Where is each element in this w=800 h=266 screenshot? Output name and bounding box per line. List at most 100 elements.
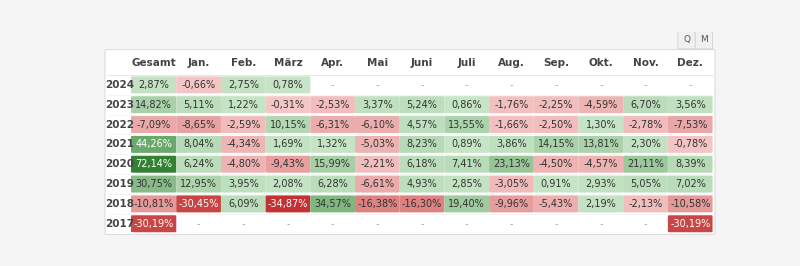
Text: -6,10%: -6,10% — [360, 119, 394, 130]
Text: 14,82%: 14,82% — [135, 100, 172, 110]
Text: -34,87%: -34,87% — [268, 199, 308, 209]
FancyBboxPatch shape — [355, 96, 400, 113]
Text: 3,95%: 3,95% — [228, 179, 258, 189]
Text: 1,32%: 1,32% — [318, 139, 348, 149]
Text: -30,19%: -30,19% — [134, 219, 174, 229]
FancyBboxPatch shape — [445, 156, 489, 173]
FancyBboxPatch shape — [445, 196, 489, 212]
Text: -6,61%: -6,61% — [360, 179, 394, 189]
Text: 12,95%: 12,95% — [180, 179, 217, 189]
FancyBboxPatch shape — [668, 196, 713, 212]
FancyBboxPatch shape — [266, 116, 310, 133]
Text: -: - — [599, 219, 602, 229]
Text: -5,43%: -5,43% — [539, 199, 574, 209]
Text: 7,02%: 7,02% — [674, 179, 706, 189]
Text: Mai: Mai — [367, 58, 388, 68]
FancyBboxPatch shape — [176, 156, 221, 173]
Text: -2,25%: -2,25% — [539, 100, 574, 110]
Text: -: - — [331, 219, 334, 229]
Text: 5,11%: 5,11% — [183, 100, 214, 110]
FancyBboxPatch shape — [221, 196, 266, 212]
Text: 13,55%: 13,55% — [448, 119, 486, 130]
Text: Dez.: Dez. — [678, 58, 703, 68]
FancyBboxPatch shape — [534, 176, 578, 193]
FancyBboxPatch shape — [489, 156, 534, 173]
FancyBboxPatch shape — [310, 116, 355, 133]
Text: Jan.: Jan. — [187, 58, 210, 68]
FancyBboxPatch shape — [310, 176, 355, 193]
FancyBboxPatch shape — [176, 176, 221, 193]
FancyBboxPatch shape — [176, 196, 221, 212]
FancyBboxPatch shape — [578, 96, 623, 113]
FancyBboxPatch shape — [176, 76, 221, 93]
Text: 2,87%: 2,87% — [138, 80, 169, 90]
FancyBboxPatch shape — [176, 96, 221, 113]
Text: 3,86%: 3,86% — [496, 139, 526, 149]
FancyBboxPatch shape — [266, 76, 310, 93]
Text: 14,15%: 14,15% — [538, 139, 574, 149]
Text: Gesamt: Gesamt — [131, 58, 176, 68]
Text: -: - — [510, 219, 513, 229]
Text: Juli: Juli — [458, 58, 476, 68]
Text: 2,19%: 2,19% — [586, 199, 616, 209]
FancyBboxPatch shape — [400, 136, 445, 153]
Text: -: - — [554, 219, 558, 229]
FancyBboxPatch shape — [623, 156, 668, 173]
FancyBboxPatch shape — [400, 156, 445, 173]
Text: 0,91%: 0,91% — [541, 179, 571, 189]
FancyBboxPatch shape — [668, 96, 713, 113]
Text: 6,18%: 6,18% — [406, 159, 438, 169]
Text: -: - — [510, 80, 513, 90]
Text: 2018: 2018 — [105, 199, 134, 209]
Text: -4,34%: -4,34% — [226, 139, 260, 149]
Text: M: M — [700, 35, 708, 44]
Text: 2,75%: 2,75% — [228, 80, 258, 90]
FancyBboxPatch shape — [623, 196, 668, 212]
Text: Q: Q — [683, 35, 690, 44]
Text: 6,24%: 6,24% — [183, 159, 214, 169]
FancyBboxPatch shape — [355, 156, 400, 173]
Text: -4,50%: -4,50% — [539, 159, 574, 169]
Text: 8,39%: 8,39% — [675, 159, 706, 169]
FancyBboxPatch shape — [355, 136, 400, 153]
Text: -4,57%: -4,57% — [584, 159, 618, 169]
FancyBboxPatch shape — [623, 176, 668, 193]
FancyBboxPatch shape — [221, 76, 266, 93]
Text: 2,93%: 2,93% — [586, 179, 616, 189]
FancyBboxPatch shape — [355, 176, 400, 193]
FancyBboxPatch shape — [355, 116, 400, 133]
FancyBboxPatch shape — [578, 196, 623, 212]
FancyBboxPatch shape — [623, 116, 668, 133]
FancyBboxPatch shape — [668, 215, 713, 232]
Text: März: März — [274, 58, 302, 68]
Text: -1,66%: -1,66% — [494, 119, 529, 130]
Text: -: - — [376, 80, 379, 90]
Text: -2,13%: -2,13% — [628, 199, 662, 209]
FancyBboxPatch shape — [310, 96, 355, 113]
Text: 13,81%: 13,81% — [582, 139, 619, 149]
Text: 0,78%: 0,78% — [273, 80, 303, 90]
Text: -16,30%: -16,30% — [402, 199, 442, 209]
Text: 1,22%: 1,22% — [228, 100, 258, 110]
Text: -8,65%: -8,65% — [182, 119, 216, 130]
FancyBboxPatch shape — [489, 136, 534, 153]
Text: 1,30%: 1,30% — [586, 119, 616, 130]
Text: -: - — [242, 219, 245, 229]
FancyBboxPatch shape — [623, 96, 668, 113]
Text: -4,80%: -4,80% — [226, 159, 260, 169]
FancyBboxPatch shape — [310, 196, 355, 212]
Text: -7,09%: -7,09% — [137, 119, 170, 130]
Text: 2,08%: 2,08% — [273, 179, 303, 189]
Text: -9,43%: -9,43% — [271, 159, 305, 169]
Text: 10,15%: 10,15% — [270, 119, 306, 130]
Text: -2,50%: -2,50% — [539, 119, 574, 130]
FancyBboxPatch shape — [695, 29, 713, 49]
FancyBboxPatch shape — [534, 116, 578, 133]
Text: 6,70%: 6,70% — [630, 100, 661, 110]
Text: 72,14%: 72,14% — [135, 159, 172, 169]
Text: -2,78%: -2,78% — [628, 119, 662, 130]
Text: 19,40%: 19,40% — [448, 199, 485, 209]
Text: 2023: 2023 — [105, 100, 134, 110]
Text: Juni: Juni — [411, 58, 433, 68]
Text: -3,05%: -3,05% — [494, 179, 529, 189]
